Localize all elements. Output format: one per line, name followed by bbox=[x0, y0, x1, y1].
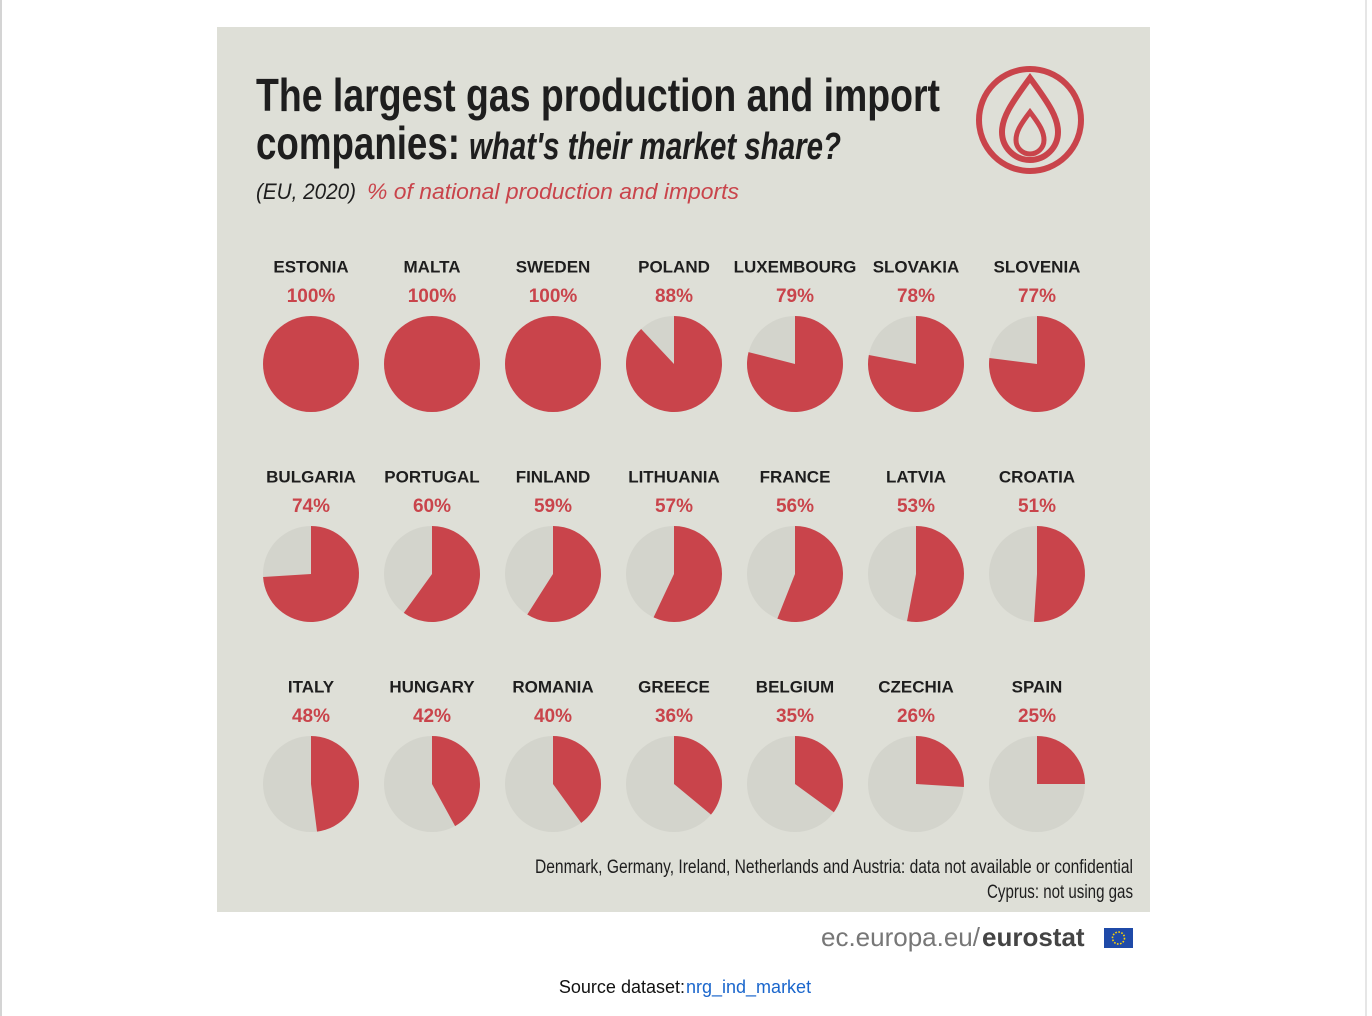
pie-slice bbox=[907, 526, 965, 623]
country-label: BELGIUM bbox=[756, 677, 834, 696]
pie-slice bbox=[1037, 736, 1085, 784]
eu-flag bbox=[1104, 928, 1133, 948]
value-label: 78% bbox=[897, 286, 935, 307]
pie-slice bbox=[553, 736, 601, 823]
source-label: Source dataset: bbox=[559, 977, 685, 997]
country-label: BULGARIA bbox=[266, 467, 356, 486]
note: Cyprus: not using gas bbox=[987, 882, 1133, 903]
country-label: LITHUANIA bbox=[628, 467, 720, 486]
value-label: 100% bbox=[408, 286, 457, 307]
country-label: ROMANIA bbox=[512, 677, 593, 696]
pie-slice bbox=[868, 316, 964, 413]
value-label: 42% bbox=[413, 706, 451, 727]
country-label: CZECHIA bbox=[878, 677, 954, 696]
value-label: 53% bbox=[897, 496, 935, 517]
pie-slice bbox=[527, 526, 602, 622]
country-label: LATVIA bbox=[886, 467, 946, 486]
country-label: HUNGARY bbox=[389, 677, 475, 696]
value-label: 60% bbox=[413, 496, 451, 517]
pie-slice bbox=[311, 736, 360, 832]
country-label: PORTUGAL bbox=[384, 467, 479, 486]
value-label: 59% bbox=[534, 496, 572, 517]
pie-slice bbox=[795, 736, 843, 813]
country-label: LUXEMBOURG bbox=[734, 257, 857, 276]
value-label: 51% bbox=[1018, 496, 1056, 517]
country-label: GREECE bbox=[638, 677, 710, 696]
pie-slice bbox=[916, 736, 964, 788]
country-label: FINLAND bbox=[516, 467, 591, 486]
chart-title-emphasis: what's their market share? bbox=[469, 126, 841, 168]
pie-slice bbox=[1033, 526, 1086, 623]
value-label: 40% bbox=[534, 706, 572, 727]
footer-site: ec.europa.eu/ bbox=[821, 922, 981, 952]
country-label: SPAIN bbox=[1012, 677, 1063, 696]
country-label: MALTA bbox=[404, 257, 461, 276]
chart-title: The largest gas production and import bbox=[256, 69, 940, 121]
value-label: 25% bbox=[1018, 706, 1056, 727]
pie-slice bbox=[989, 316, 1085, 412]
country-label: ESTONIA bbox=[273, 257, 348, 276]
value-label: 57% bbox=[655, 496, 693, 517]
country-label: CROATIA bbox=[999, 467, 1075, 486]
pie-slice bbox=[777, 526, 843, 622]
chart-title: companies: bbox=[256, 117, 460, 169]
pie-slice bbox=[263, 316, 359, 412]
subtitle-scope: (EU, 2020) bbox=[256, 179, 356, 204]
pie-slice bbox=[505, 316, 601, 412]
source-link[interactable]: nrg_ind_market bbox=[686, 977, 811, 998]
logo bbox=[976, 66, 1084, 174]
value-label: 100% bbox=[529, 286, 578, 307]
value-label: 88% bbox=[655, 286, 693, 307]
value-label: 79% bbox=[776, 286, 814, 307]
country-label: SLOVENIA bbox=[994, 257, 1081, 276]
pie-slice bbox=[384, 316, 480, 412]
value-label: 35% bbox=[776, 706, 814, 727]
value-label: 48% bbox=[292, 706, 330, 727]
value-label: 100% bbox=[287, 286, 336, 307]
pie-slice bbox=[403, 526, 481, 622]
value-label: 36% bbox=[655, 706, 693, 727]
subtitle: % of national production and imports bbox=[367, 179, 739, 204]
country-label: ITALY bbox=[288, 677, 335, 696]
value-label: 74% bbox=[292, 496, 330, 517]
country-label: SWEDEN bbox=[516, 257, 591, 276]
pie-slice bbox=[747, 316, 843, 413]
footer-brand: eurostat bbox=[982, 922, 1085, 952]
pie-slice bbox=[432, 736, 480, 827]
value-label: 77% bbox=[1018, 286, 1056, 307]
pie-slice bbox=[263, 526, 360, 622]
pie-slice bbox=[653, 526, 722, 622]
pie-slice bbox=[625, 316, 722, 413]
value-label: 26% bbox=[897, 706, 935, 727]
country-label: SLOVAKIA bbox=[873, 257, 960, 276]
country-label: FRANCE bbox=[760, 467, 831, 486]
country-label: POLAND bbox=[638, 257, 710, 276]
note: Denmark, Germany, Ireland, Netherlands a… bbox=[535, 857, 1133, 878]
value-label: 56% bbox=[776, 496, 814, 517]
pie-slice bbox=[674, 736, 722, 815]
